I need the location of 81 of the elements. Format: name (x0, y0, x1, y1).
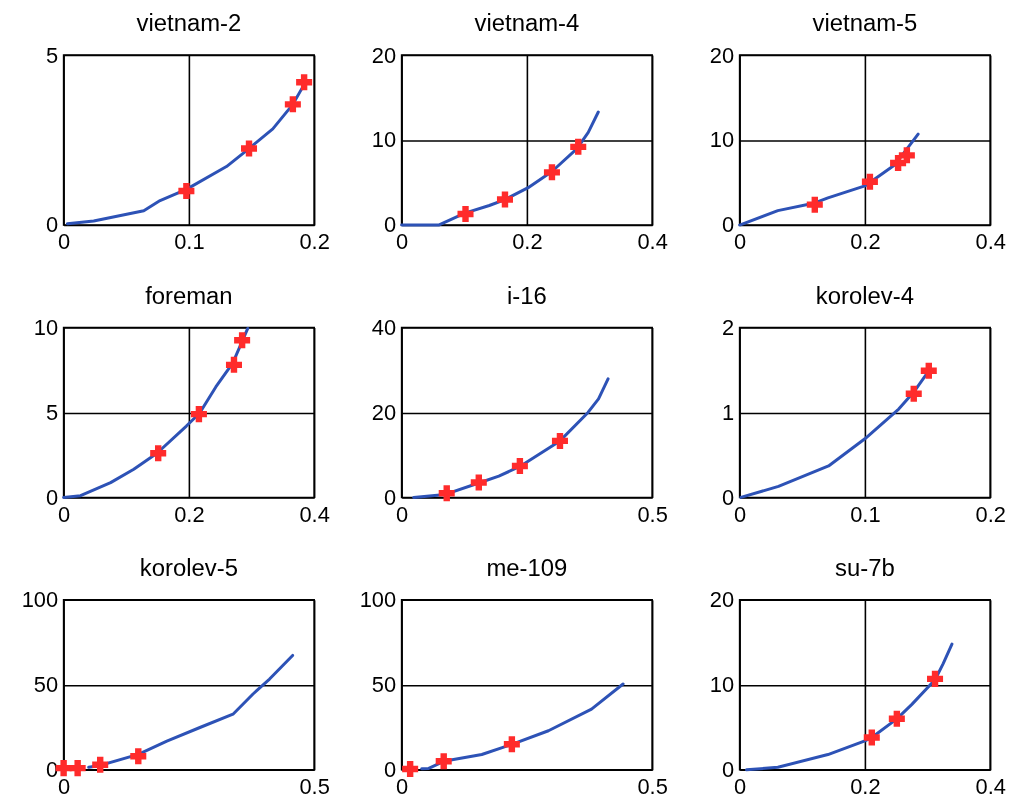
chart-title: vietnam-5 (812, 9, 918, 37)
y-tick-label: 20 (709, 42, 735, 68)
y-tick-label: 50 (371, 672, 397, 698)
point (92, 756, 109, 773)
chart-title: foreman (145, 281, 233, 309)
chart-title: su-7b (835, 553, 895, 581)
y-tick-label: 5 (45, 399, 59, 425)
x-tick-label: 0.1 (174, 229, 205, 255)
x-tick-label: 0.2 (174, 501, 205, 527)
point (470, 474, 487, 491)
point (130, 748, 147, 765)
chart-title: korolev-4 (815, 281, 914, 309)
y-tick-label: 10 (709, 672, 735, 698)
y-tick-label: 2 (722, 314, 735, 340)
x-tick-label: 0.2 (512, 229, 543, 255)
y-tick-label: 10 (33, 314, 59, 340)
x-tick-label: 0.2 (850, 774, 881, 800)
x-tick-label: 0.4 (637, 229, 668, 255)
y-tick-label: 0 (383, 757, 397, 783)
y-tick-label: 0 (722, 484, 735, 510)
point (543, 164, 560, 181)
point (496, 191, 513, 208)
y-tick-label: 10 (371, 127, 397, 153)
y-tick-label: 0 (722, 212, 735, 238)
x-tick-label: 0.2 (975, 501, 1006, 527)
y-tick-label: 20 (371, 42, 397, 68)
x-tick-label: 0.4 (975, 774, 1006, 800)
x-tick-label: 0.2 (299, 229, 330, 255)
point (150, 445, 167, 462)
y-tick-label: 0 (45, 484, 59, 510)
x-tick-label: 0.5 (637, 501, 668, 527)
point (551, 432, 568, 449)
y-tick-label: 0 (45, 212, 59, 238)
x-tick-label: 0.2 (850, 229, 881, 255)
point (435, 753, 452, 770)
x-tick-label: 0.1 (850, 501, 881, 527)
chart-title: vietnam-2 (136, 9, 242, 37)
point (888, 710, 905, 727)
line-series (420, 682, 625, 771)
point (806, 196, 823, 213)
chart-title: korolev-5 (139, 553, 238, 581)
y-tick-label: 10 (709, 127, 735, 153)
point (190, 406, 207, 423)
point (69, 760, 86, 777)
y-tick-label: 50 (33, 672, 59, 698)
line-series (745, 642, 954, 772)
point (438, 485, 455, 502)
y-tick-label: 20 (709, 587, 735, 613)
point (234, 332, 251, 349)
y-tick-label: 0 (722, 757, 735, 783)
x-tick-label: 0.5 (637, 774, 668, 800)
point (927, 670, 944, 687)
y-tick-label: 0 (383, 212, 397, 238)
y-tick-label: 0 (383, 484, 397, 510)
point (503, 736, 520, 753)
y-tick-label: 100 (359, 587, 397, 613)
y-tick-label: 40 (371, 314, 397, 340)
y-tick-label: 1 (722, 399, 735, 425)
point (570, 138, 587, 155)
chart-title: vietnam-4 (474, 9, 580, 37)
point (284, 96, 301, 113)
chart-title: i-16 (507, 281, 547, 309)
y-tick-label: 100 (21, 587, 59, 613)
point (225, 356, 242, 373)
point (863, 729, 880, 746)
line-series (738, 132, 920, 227)
y-tick-label: 20 (371, 399, 397, 425)
x-tick-label: 0.4 (299, 501, 330, 527)
point (898, 147, 915, 164)
point (402, 760, 419, 777)
y-tick-label: 5 (45, 42, 59, 68)
line-series (400, 110, 600, 227)
point (511, 457, 528, 474)
point (457, 205, 474, 223)
chart-title: me-109 (486, 553, 568, 581)
point (861, 173, 878, 190)
x-tick-label: 0.5 (299, 774, 330, 800)
point (296, 74, 313, 91)
point (178, 183, 195, 200)
point (241, 140, 258, 157)
x-tick-label: 0.4 (975, 229, 1006, 255)
